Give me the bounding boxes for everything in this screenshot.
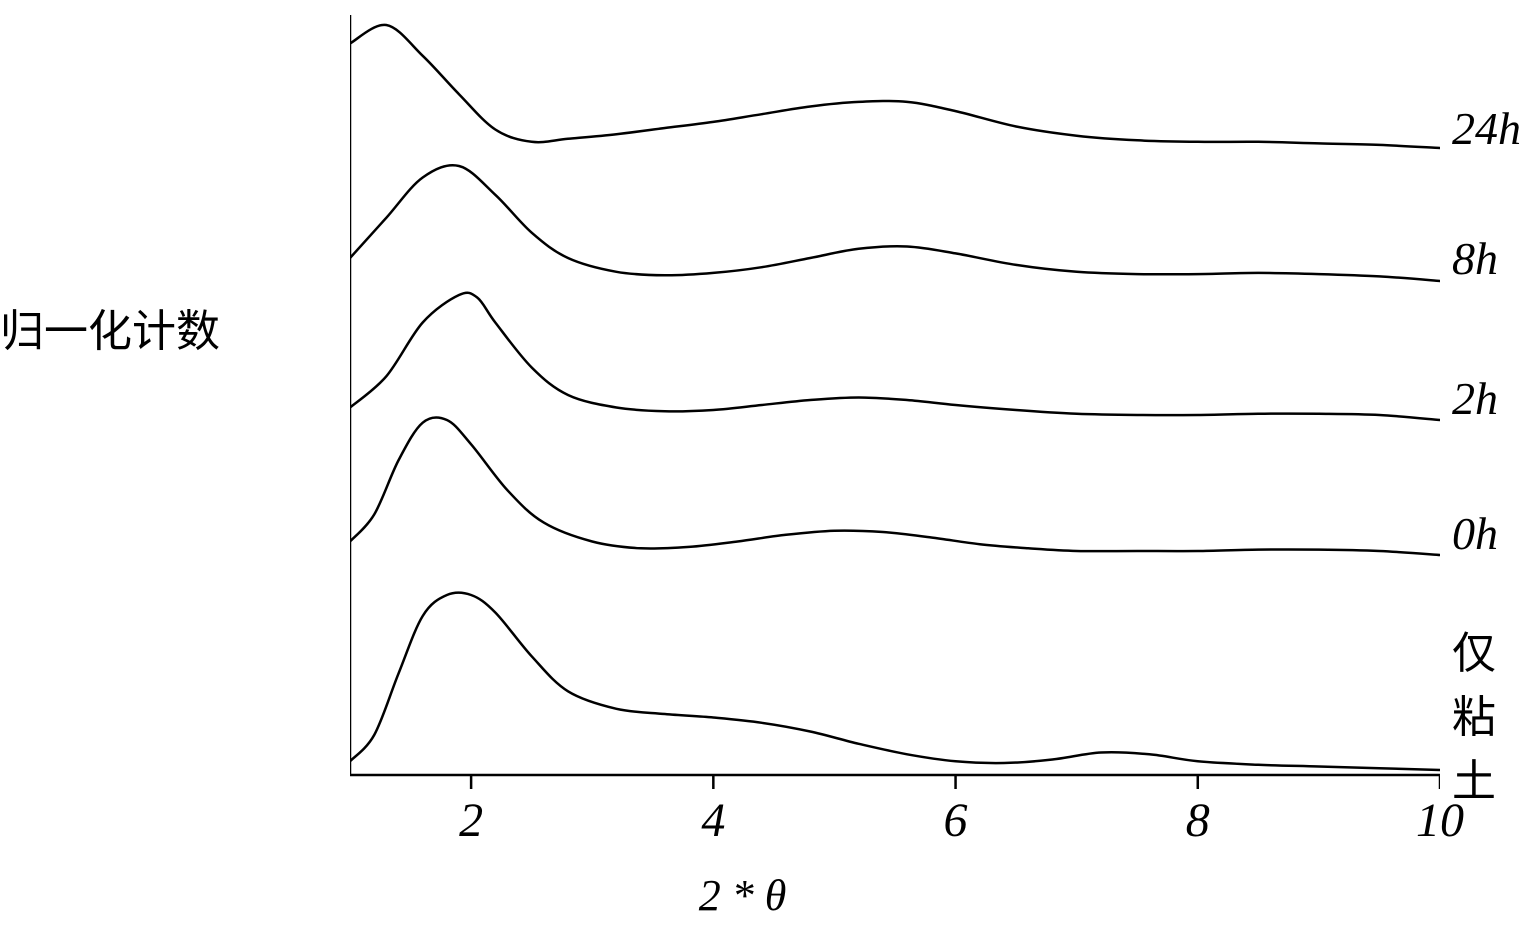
series-label-0h: 0h xyxy=(1452,507,1498,560)
series-0h xyxy=(350,417,1440,555)
series-24h xyxy=(350,25,1440,148)
series-label-8h: 8h xyxy=(1452,232,1498,285)
series-label-24h: 24h xyxy=(1452,102,1521,155)
chart-plot-area xyxy=(350,15,1440,775)
series-2h xyxy=(350,293,1440,420)
x-tick-label: 8 xyxy=(1186,793,1210,848)
series-clay-only xyxy=(350,593,1440,770)
series-label-clay-only: 仅粘土 xyxy=(1452,617,1523,809)
x-axis-label: 2 * θ xyxy=(699,870,787,921)
series-label-2h: 2h xyxy=(1452,372,1498,425)
x-tick-label: 4 xyxy=(701,793,725,848)
chart-svg xyxy=(350,15,1440,795)
x-tick-label: 2 xyxy=(459,793,483,848)
y-axis-label: 归一化计数 xyxy=(0,295,220,359)
series-8h xyxy=(350,165,1440,281)
chart-container: 归一化计数 2468102 * θ24h8h2h0h仅粘土 xyxy=(0,0,1523,933)
x-tick-label: 6 xyxy=(944,793,968,848)
